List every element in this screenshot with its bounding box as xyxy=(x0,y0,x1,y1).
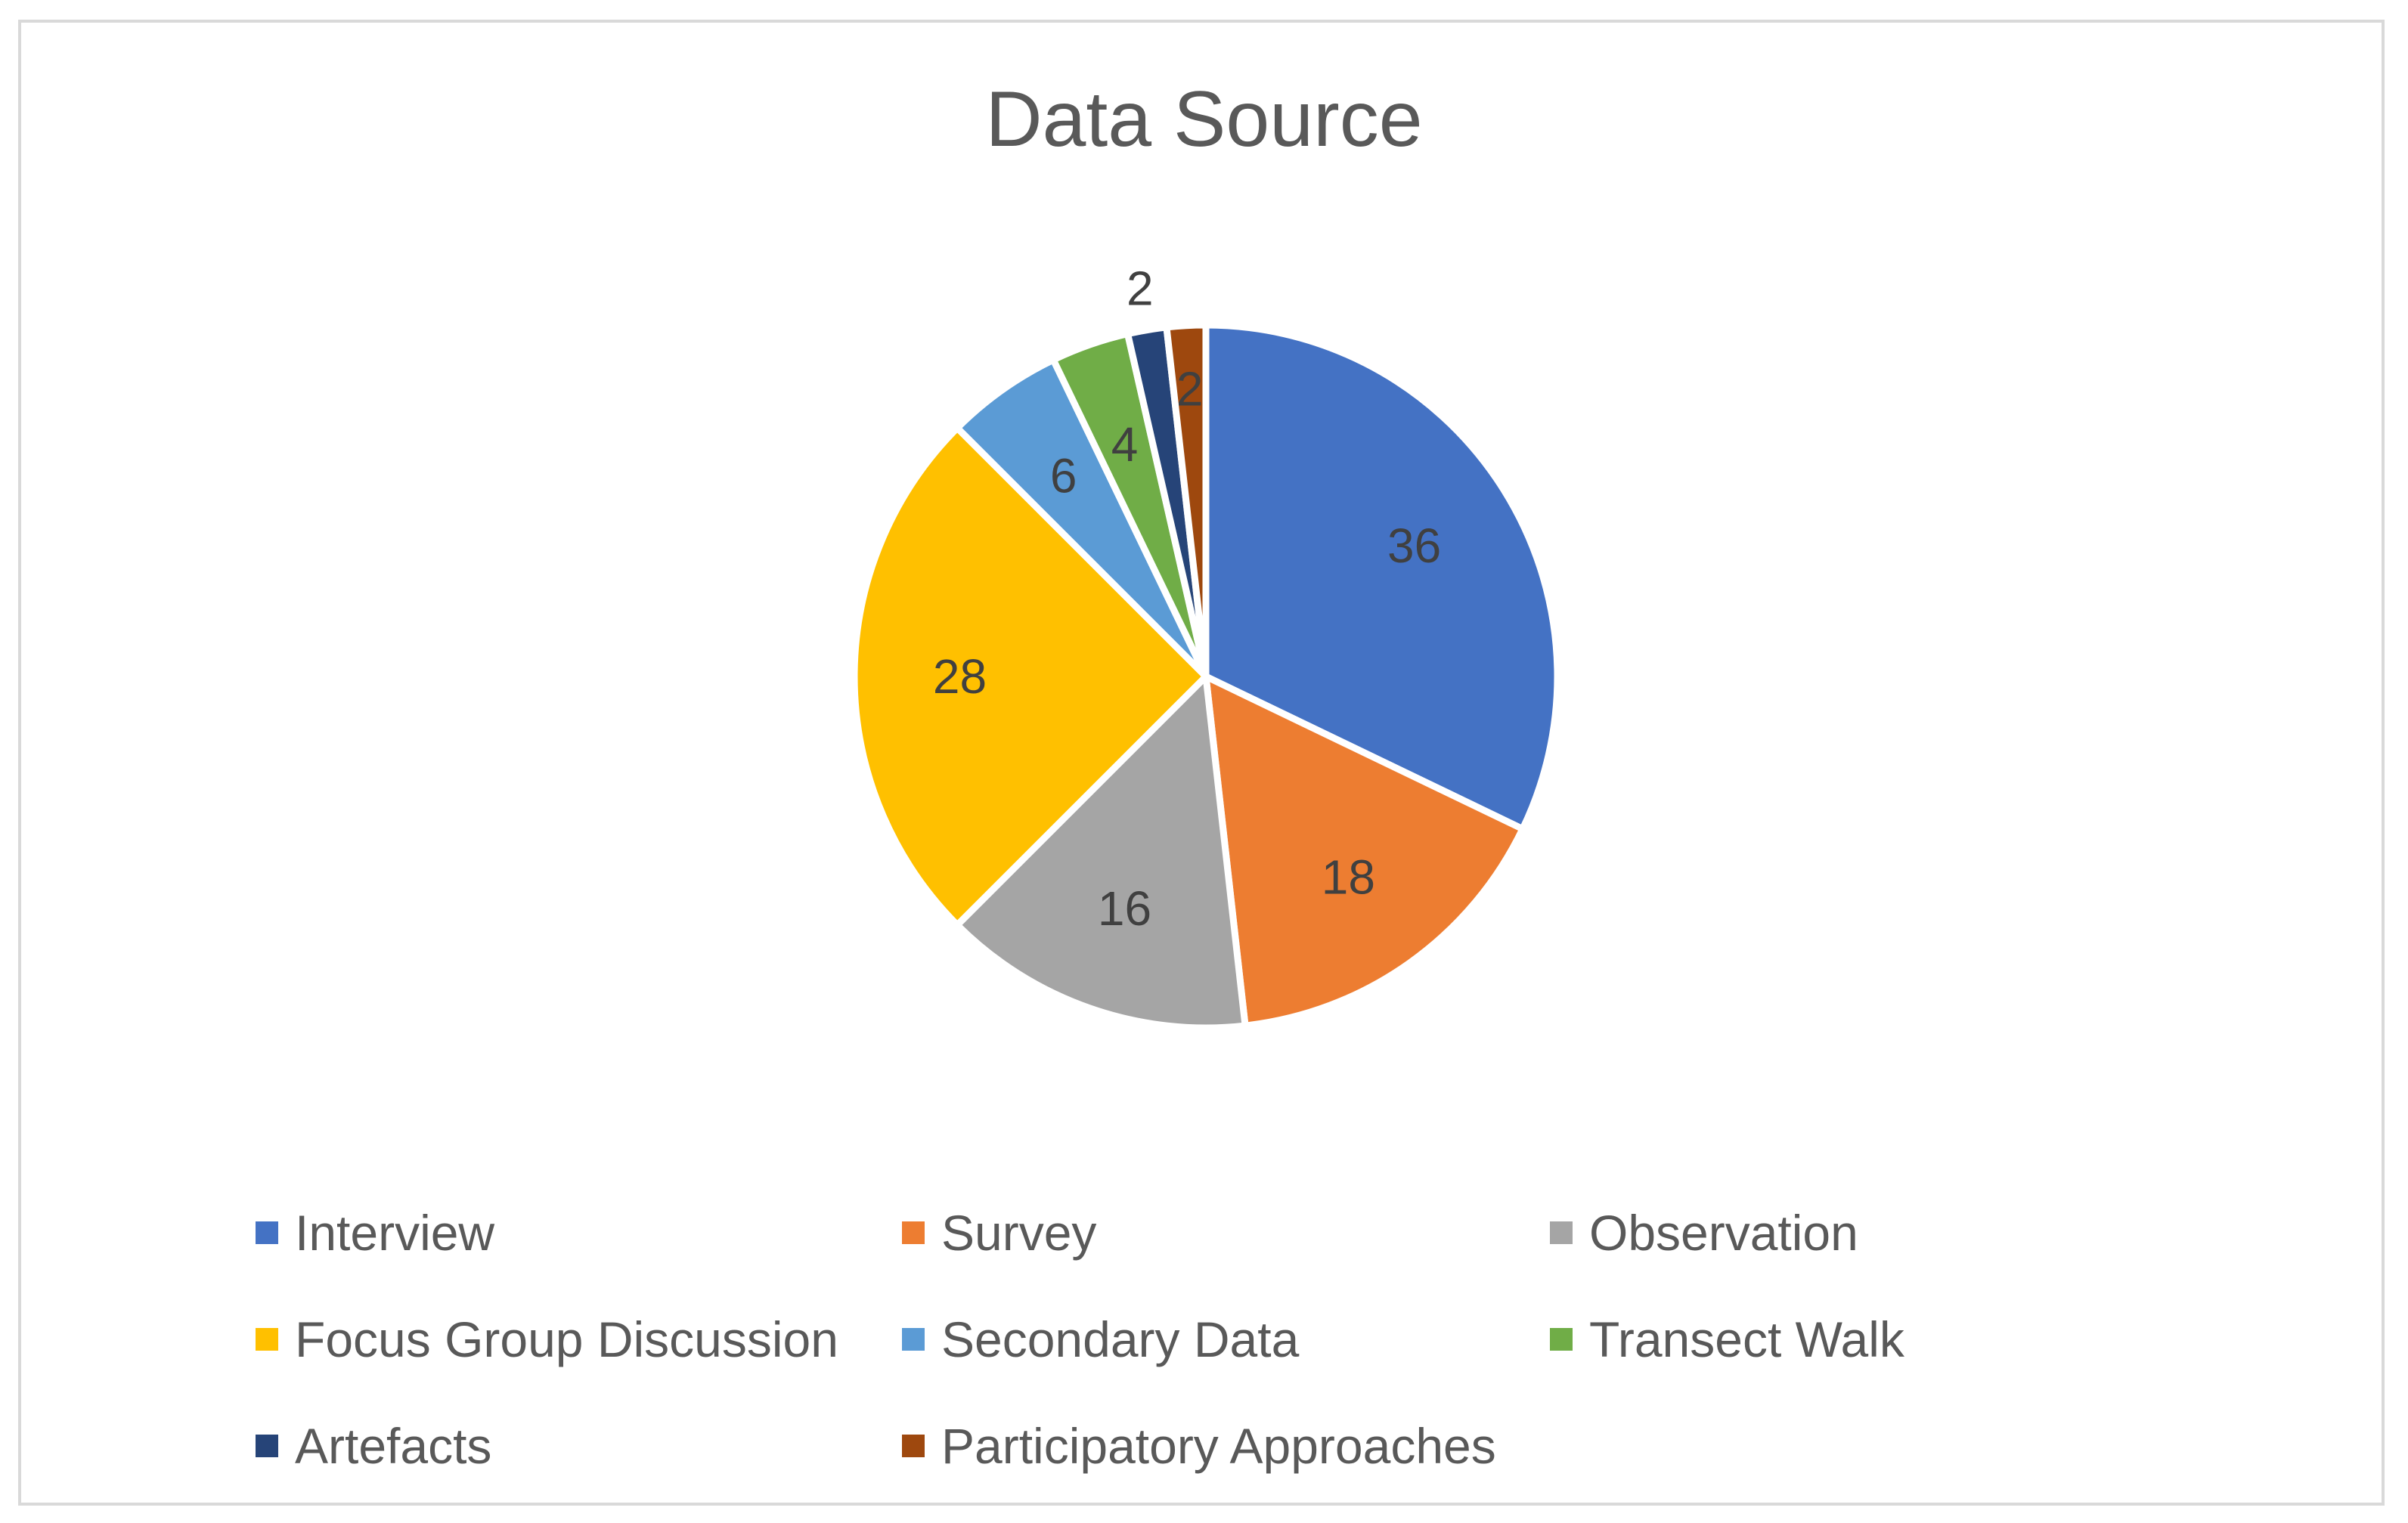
legend-row: Interview Survey Observation xyxy=(256,1179,2191,1286)
pie-slice-participatory-approaches xyxy=(1163,321,1210,680)
legend-swatch xyxy=(256,1327,278,1351)
legend-swatch xyxy=(902,1221,925,1244)
legend-label: Transect Walk xyxy=(1589,1311,1904,1367)
data-label-participatory-approaches: 2 xyxy=(1176,361,1204,416)
pie-slice-survey xyxy=(1202,673,1526,1029)
legend-row: Focus Group Discussion Secondary Data Tran… xyxy=(256,1286,2191,1392)
data-label-artefacts: 2 xyxy=(1127,262,1154,316)
pie-slice-interview xyxy=(1202,321,1561,833)
legend-item-participatory-approaches: Participatory Approaches xyxy=(902,1421,1550,1471)
data-label-survey: 18 xyxy=(1322,850,1375,904)
legend-swatch xyxy=(1550,1221,1573,1244)
data-label-secondary-data: 6 xyxy=(1050,449,1077,503)
legend-item-interview: Interview xyxy=(256,1208,902,1258)
legend-label: Secondary Data xyxy=(941,1311,1300,1367)
legend-swatch xyxy=(256,1221,278,1244)
legend-swatch xyxy=(256,1434,278,1457)
legend: Interview Survey Observation Focus Group Di… xyxy=(256,1179,2191,1499)
legend-label: Artefacts xyxy=(295,1417,492,1474)
legend-label: Focus Group Discussion xyxy=(295,1311,838,1367)
legend-label: Participatory Approaches xyxy=(941,1417,1496,1474)
legend-item-focus-group-discussion: Focus Group Discussion xyxy=(256,1314,902,1364)
data-label-observation: 16 xyxy=(1098,881,1151,936)
legend-label: Observation xyxy=(1589,1204,1858,1261)
legend-swatch xyxy=(1550,1327,1573,1351)
legend-row: Artefacts Participatory Approaches xyxy=(256,1392,2191,1499)
legend-label: Survey xyxy=(941,1204,1097,1261)
legend-item-artefacts: Artefacts xyxy=(256,1421,902,1471)
data-label-transect-walk: 4 xyxy=(1111,417,1139,472)
legend-label: Interview xyxy=(295,1204,495,1261)
pie-slice-observation xyxy=(953,673,1249,1032)
legend-item-observation: Observation xyxy=(1550,1208,2185,1258)
legend-swatch xyxy=(902,1327,925,1351)
legend-swatch xyxy=(902,1434,925,1457)
legend-item-survey: Survey xyxy=(902,1208,1550,1258)
pie-slice-focus-group-discussion xyxy=(851,424,1210,929)
data-label-focus-group-discussion: 28 xyxy=(933,649,987,704)
legend-item-transect-walk: Transect Walk xyxy=(1550,1314,2185,1364)
chart-title: Data Source xyxy=(985,76,1423,163)
legend-item-secondary-data: Secondary Data xyxy=(902,1314,1550,1364)
data-label-interview: 36 xyxy=(1387,519,1441,573)
